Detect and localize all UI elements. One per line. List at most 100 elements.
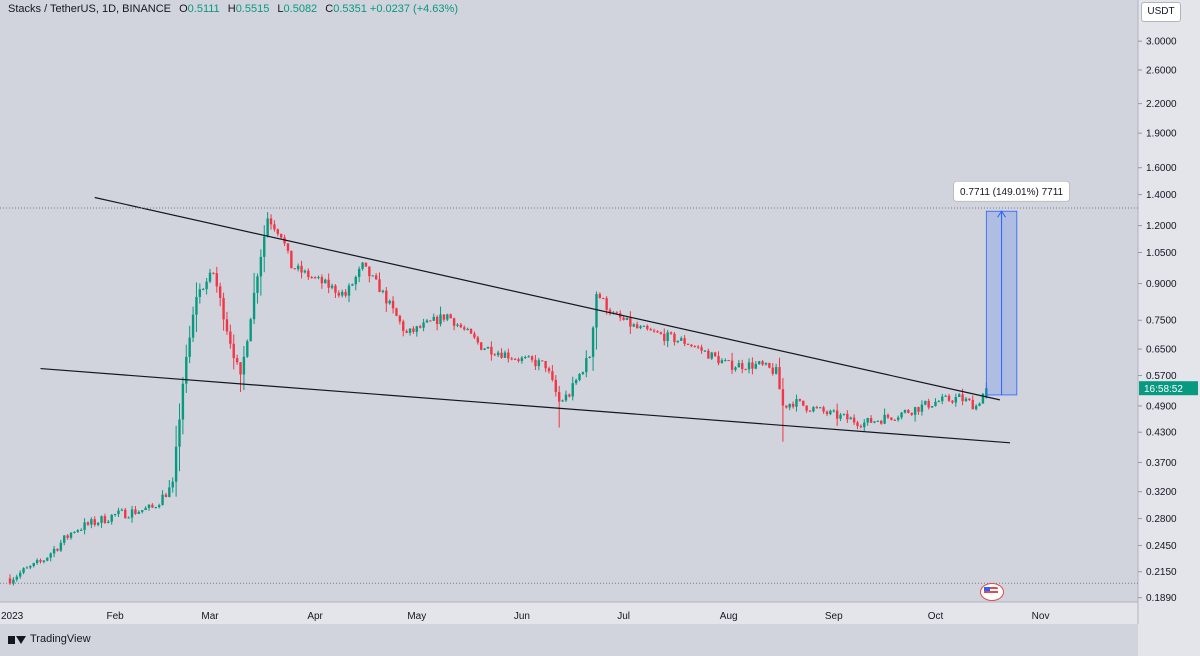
- candle-body: [903, 410, 907, 413]
- candle-body: [764, 363, 768, 365]
- candle-body: [286, 243, 290, 251]
- y-tick-label: 1.4000: [1146, 190, 1177, 201]
- candle-body: [456, 324, 459, 326]
- currency-unit-button[interactable]: USDT: [1141, 2, 1181, 22]
- us-flag-event-icon[interactable]: [980, 583, 1004, 601]
- candle-body: [930, 406, 934, 408]
- candle-body: [66, 535, 69, 538]
- y-tick-label: 0.2150: [1146, 567, 1177, 578]
- candle-body: [405, 330, 408, 333]
- candle-body: [232, 343, 235, 359]
- candle-body: [686, 343, 690, 345]
- candle-body: [15, 576, 18, 580]
- candle-body: [391, 300, 395, 309]
- candle-body: [496, 352, 500, 356]
- x-tick-label: 2023: [1, 611, 24, 622]
- candle-body: [730, 360, 734, 370]
- candle-body: [157, 505, 161, 508]
- candle-body: [188, 337, 191, 357]
- candle-body: [832, 410, 835, 412]
- x-tick-label: May: [407, 611, 426, 622]
- candle-body: [117, 510, 120, 515]
- measure-label: 0.7711 (149.01%) 7711: [960, 187, 1063, 198]
- candle-body: [917, 407, 920, 412]
- low-value: 0.5082: [283, 3, 318, 15]
- candle-body: [849, 417, 852, 420]
- candle-body: [147, 504, 151, 508]
- candle-body: [490, 346, 493, 355]
- candle-body: [859, 426, 863, 428]
- symbol-title[interactable]: Stacks / TetherUS, 1D, BINANCE: [8, 3, 172, 15]
- candle-body: [408, 328, 412, 333]
- candle-body: [378, 279, 381, 292]
- x-tick-label: Nov: [1032, 611, 1050, 622]
- candle-body: [205, 281, 208, 290]
- candle-body: [185, 356, 188, 384]
- candle-body: [415, 326, 418, 332]
- candle-body: [842, 413, 846, 415]
- candle-body: [144, 507, 147, 511]
- candle-body: [659, 332, 663, 334]
- candle-body: [795, 399, 798, 407]
- candle-body: [585, 358, 588, 373]
- candle-body: [883, 414, 886, 424]
- candle-body: [754, 363, 757, 369]
- candle-body: [100, 516, 103, 523]
- candle-body: [910, 412, 913, 415]
- y-tick-label: 2.2000: [1146, 99, 1177, 110]
- close-value: 0.5351: [333, 3, 367, 15]
- candle-body: [96, 522, 100, 525]
- candle-body: [934, 401, 937, 407]
- candle-body: [317, 277, 320, 279]
- candle-body: [446, 314, 449, 320]
- candle-body: [856, 422, 859, 427]
- x-tick-label: Jun: [514, 611, 530, 622]
- candle-body: [863, 422, 866, 428]
- candle-body: [751, 362, 754, 369]
- candle-body: [741, 363, 744, 370]
- candle-body: [615, 312, 619, 314]
- candle-body: [852, 417, 856, 423]
- candle-body: [744, 369, 747, 371]
- candle-body: [588, 356, 591, 359]
- candle-body: [266, 218, 269, 237]
- y-tick-label: 0.3200: [1146, 487, 1177, 498]
- y-tick-label: 0.3700: [1146, 458, 1177, 469]
- open-value: 0.5111: [187, 3, 220, 15]
- candle-body: [551, 371, 554, 380]
- candle-body: [412, 328, 415, 332]
- candle-body: [639, 326, 642, 329]
- candle-body: [466, 328, 469, 330]
- branding[interactable]: TradingView: [8, 633, 91, 645]
- candle-body: [866, 418, 869, 423]
- candle-body: [724, 360, 727, 362]
- candle-body: [246, 341, 249, 357]
- candle-body: [320, 277, 324, 284]
- candle-body: [225, 319, 229, 332]
- candle-body: [822, 407, 825, 412]
- close-label: C: [325, 3, 334, 15]
- candle-body: [954, 397, 958, 403]
- change-value: +0.0237 (+4.63%): [369, 3, 458, 15]
- candle-body: [473, 333, 476, 338]
- candle-body: [293, 268, 296, 270]
- candle-body: [218, 286, 222, 298]
- candle-body: [249, 319, 252, 342]
- candle-body: [195, 296, 198, 315]
- y-tick-label: 1.0500: [1146, 248, 1177, 259]
- candle-body: [307, 270, 310, 278]
- branding-text: TradingView: [30, 633, 91, 645]
- candle-body: [757, 361, 761, 364]
- candle-body: [327, 279, 330, 288]
- candle-body: [439, 314, 442, 325]
- candle-body: [79, 529, 83, 531]
- tradingview-logo-icon: [8, 634, 26, 645]
- candle-body: [798, 399, 802, 401]
- x-tick-label: Feb: [106, 611, 124, 622]
- upper-trendline: [94, 196, 1001, 401]
- candle-body: [151, 504, 154, 508]
- candle-body: [669, 332, 673, 334]
- candle-body: [880, 420, 883, 424]
- candle-body: [435, 316, 439, 325]
